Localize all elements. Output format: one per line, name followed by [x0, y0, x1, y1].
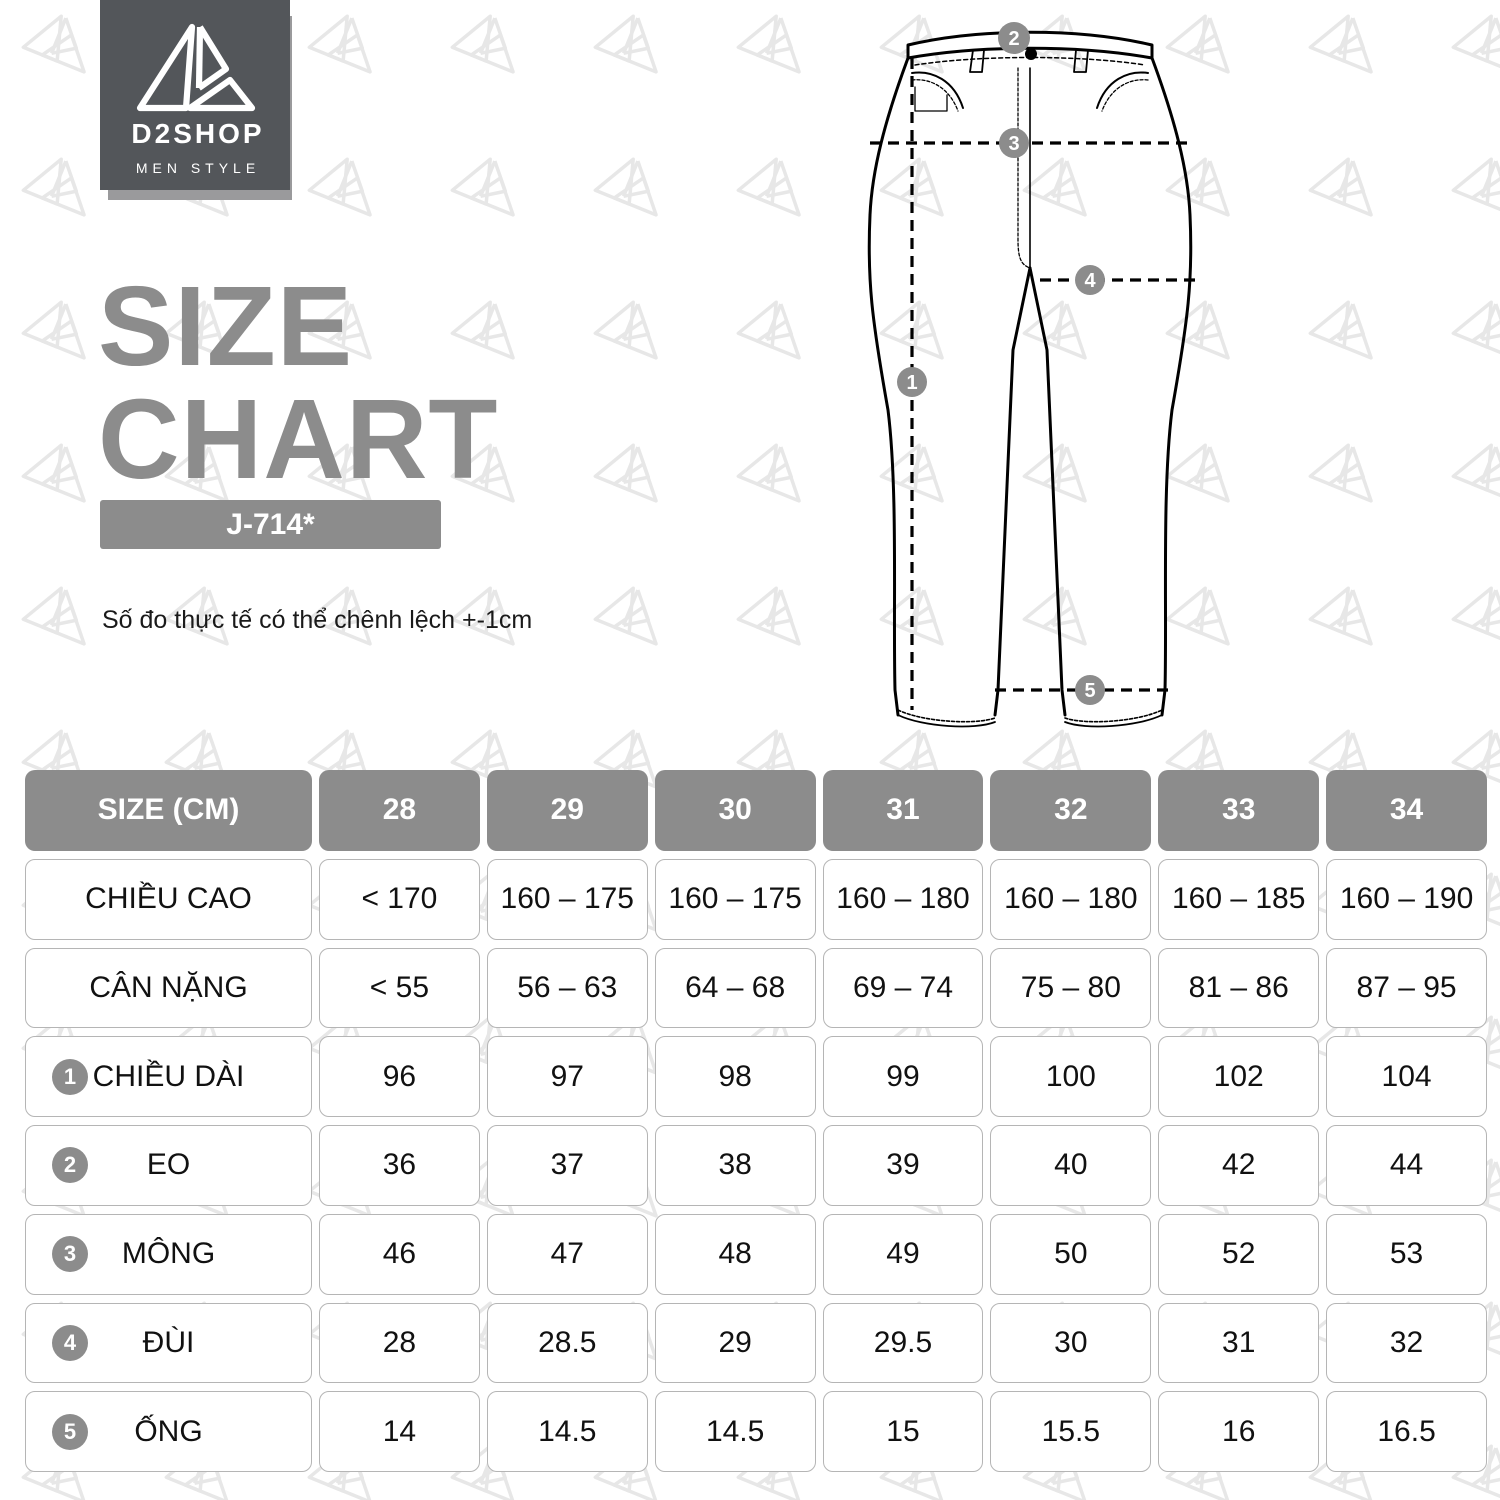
svg-text:3: 3 — [1008, 133, 1019, 155]
svg-text:5: 5 — [1084, 680, 1095, 702]
svg-text:4: 4 — [1084, 270, 1096, 292]
svg-text:1: 1 — [906, 372, 917, 394]
svg-text:2: 2 — [1008, 28, 1019, 50]
